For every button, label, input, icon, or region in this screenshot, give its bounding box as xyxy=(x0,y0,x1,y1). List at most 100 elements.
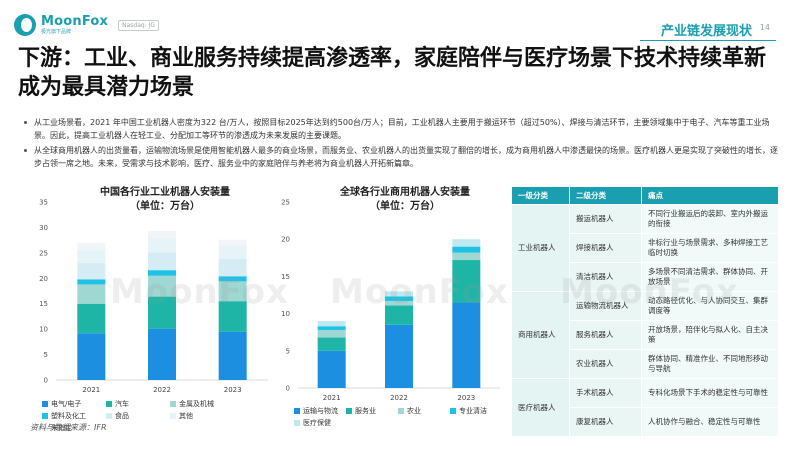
chart2-plot: 0 5 10 15 20 25 2021 2022 2023 xyxy=(281,199,500,402)
table-cell-level2: 农业机器人 xyxy=(569,349,642,379)
table-cell-pain: 非标行业与场景需求、多种焊接工艺临时切换 xyxy=(641,233,779,263)
bar-segment xyxy=(218,276,247,282)
bar-segment xyxy=(77,284,106,304)
table-row: 康复机器人 人机协作与融合、稳定性与可靠性 xyxy=(512,407,779,437)
bar-segment xyxy=(148,328,176,380)
legend-item: 未指定 xyxy=(42,423,98,433)
brand-name: MoonFox xyxy=(41,13,109,29)
legend-label: 金属及机械 xyxy=(179,400,214,408)
header-rule xyxy=(640,40,776,41)
table-row: 农业机器人 群体协同、精准作业、不同地形移动与导航 xyxy=(512,349,779,379)
legend-label: 汽车 xyxy=(115,400,129,408)
brand-text: MoonFox 极光旗下品牌 xyxy=(41,13,109,36)
table-row: 医疗机器人 手术机器人 专科化场景下手术的稳定性与可靠性 xyxy=(511,378,779,437)
bar-segment xyxy=(77,263,106,280)
table-row: 焊接机器人 非标行业与场景需求、多种焊接工艺临时切换 xyxy=(512,233,779,263)
x-tick-label: 2023 xyxy=(457,394,475,402)
bar-segment xyxy=(385,296,413,301)
y-tick-label: 35 xyxy=(39,199,48,207)
legend-item: 电气/电子 xyxy=(42,399,98,409)
y-tick-label: 15 xyxy=(39,300,48,308)
chart2-title-block: 全球各行业商用机器人安装量 （单位：万台） xyxy=(300,186,510,214)
legend-label: 塑料及化工 xyxy=(51,412,86,420)
bar-segment xyxy=(218,331,247,380)
table-cell-pain: 群体协同、精准作业、不同地形移动与导航 xyxy=(641,349,779,379)
bar-segment xyxy=(385,291,413,297)
legend-item: 金属及机械 xyxy=(170,399,226,409)
chart2-legend: 运输与物流 服务业 农业 专业清洁医疗保健 xyxy=(294,406,514,430)
legend-swatch xyxy=(294,408,300,414)
table-row: 工业机器人 搬运机器人 不同行业搬运后的装卸、室内外搬运的衔接 xyxy=(511,204,779,292)
legend-label: 其他 xyxy=(179,412,193,420)
legend-swatch xyxy=(42,413,48,419)
bar-segment xyxy=(148,252,176,271)
bar-segment xyxy=(385,300,413,306)
legend-swatch xyxy=(106,401,112,407)
bar-segment xyxy=(317,337,346,351)
y-tick-label: 0 xyxy=(44,377,48,385)
table-cell-pain: 动态路径优化、与人协同交互、集群调度等 xyxy=(641,291,779,321)
bar-segment xyxy=(218,245,247,259)
legend-item: 食品 xyxy=(106,411,162,421)
x-tick-label: 2022 xyxy=(390,394,408,402)
x-tick-label: 2021 xyxy=(82,386,100,394)
legend-swatch xyxy=(170,401,176,407)
bar-segment xyxy=(452,260,481,303)
bar-segment xyxy=(452,252,481,261)
legend-label: 电气/电子 xyxy=(51,400,82,408)
table-cell-level2: 手术机器人 xyxy=(569,378,642,408)
table-header-row: 一级分类 二级分类 痛点 xyxy=(511,186,779,205)
table-header-pain: 痛点 xyxy=(641,186,779,205)
legend-swatch xyxy=(346,408,352,414)
page-number: 14 xyxy=(759,23,770,32)
chart1-subtitle: （单位：万台） xyxy=(130,201,200,212)
table-header-level1: 一级分类 xyxy=(511,186,570,205)
source-note: 资料与数据来源：IFR xyxy=(30,423,107,432)
legend-label: 农业 xyxy=(407,407,421,415)
bar-segment xyxy=(218,239,247,246)
bar-segment xyxy=(218,258,247,277)
x-tick-label: 2023 xyxy=(224,386,242,394)
legend-label: 服务业 xyxy=(355,407,376,415)
robot-classification-table: 一级分类 二级分类 痛点 工业机器人 搬运机器人 不同行业搬运后的装卸、室内外搬… xyxy=(511,186,779,437)
chart1-plot: 0 5 10 15 20 25 30 35 2021 2022 2023 xyxy=(39,199,268,394)
y-tick-label: 5 xyxy=(44,351,48,359)
table-cell-pain: 专科化场景下手术的稳定性与可靠性 xyxy=(641,378,779,408)
bullet-item: 从全球商用机器人的出货量看，运输物流场景是使用智能机器人最多的商业场景，而服务业… xyxy=(22,144,784,170)
table-row: 清洁机器人 多场景不同清洁需求、群体协同、开放场景 xyxy=(512,262,779,292)
chart2-subtitle: （单位：万台） xyxy=(370,201,440,212)
legend-label: 运输与物流 xyxy=(303,407,338,415)
bar-segment xyxy=(452,239,481,247)
legend-label: 医疗保健 xyxy=(303,419,331,427)
legend-swatch xyxy=(294,420,300,426)
bar-segment xyxy=(148,230,176,239)
table-cell-pain: 不同行业搬运后的装卸、室内外搬运的衔接 xyxy=(641,204,779,234)
bar-segment xyxy=(148,275,176,297)
y-tick-label: 0 xyxy=(286,385,290,393)
bullet-list: 从工业场景看，2021 年中国工业机器人密度为322 台/万人，按照目标2025… xyxy=(22,116,784,172)
y-tick-label: 25 xyxy=(281,199,290,207)
y-tick-label: 25 xyxy=(39,249,48,257)
legend-item: 其他 xyxy=(170,411,226,421)
legend-swatch xyxy=(42,425,48,431)
bar-segment xyxy=(148,296,176,329)
brand: MoonFox 极光旗下品牌 Nasdaq: JG xyxy=(14,13,160,36)
bar-segment xyxy=(218,301,247,332)
legend-label: 专业清洁 xyxy=(459,407,487,415)
bar-segment xyxy=(317,329,346,338)
brand-badge: Nasdaq: JG xyxy=(118,19,160,31)
page-section-title: 产业链发展现状 xyxy=(660,24,752,39)
y-tick-label: 5 xyxy=(286,347,290,355)
bar-segment xyxy=(148,270,176,276)
legend-item: 农业 xyxy=(398,406,442,416)
table-cell-pain: 开放场景，陪伴化与拟人化、自主决策 xyxy=(641,320,779,350)
y-tick-label: 30 xyxy=(39,224,48,232)
bar-segment xyxy=(218,281,247,302)
y-tick-label: 20 xyxy=(39,275,48,283)
bar-segment xyxy=(452,246,481,253)
brand-sub: 极光旗下品牌 xyxy=(41,28,72,35)
table-cell-level2: 康复机器人 xyxy=(569,407,642,437)
bar-segment xyxy=(317,326,346,330)
table-cell-level1: 医疗机器人 xyxy=(511,378,570,437)
table-cell-level2: 搬运机器人 xyxy=(569,204,642,234)
